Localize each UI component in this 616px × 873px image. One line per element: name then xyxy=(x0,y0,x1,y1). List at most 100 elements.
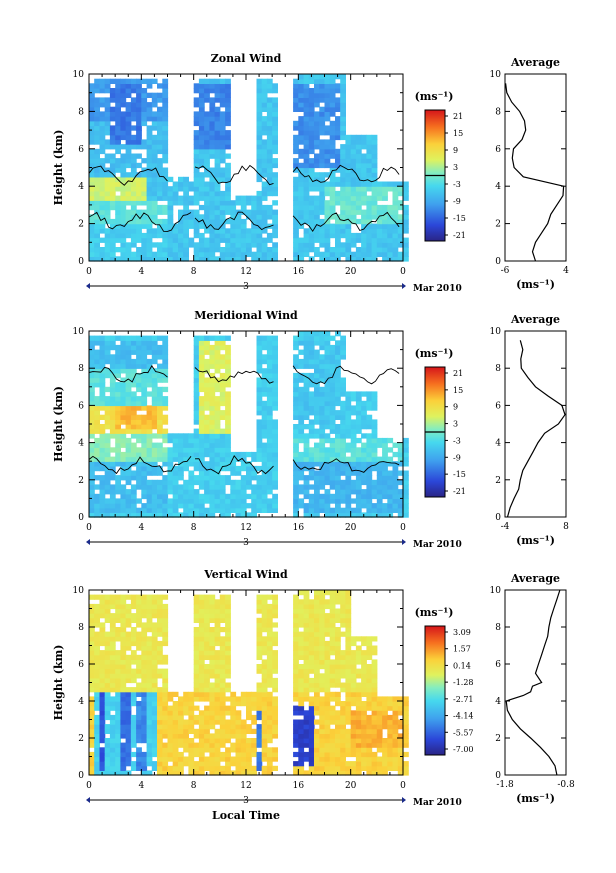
heatmap-cell xyxy=(130,599,137,605)
heatmap-cell xyxy=(225,372,231,379)
heatmap-cell xyxy=(188,237,195,243)
heatmap-cell xyxy=(214,88,221,94)
heatmap-cell xyxy=(340,470,346,476)
heatmap-cell xyxy=(225,83,231,89)
heatmap-cell xyxy=(198,162,205,169)
heatmap-cell xyxy=(272,428,278,434)
heatmap-cell xyxy=(345,673,352,679)
heatmap-cell xyxy=(308,493,315,500)
heatmap-cell xyxy=(94,738,100,744)
heatmap-cell xyxy=(303,738,310,744)
heatmap-cell xyxy=(193,83,200,89)
heatmap-cell xyxy=(178,433,184,439)
heatmap-cell xyxy=(235,498,242,504)
heatmap-cell xyxy=(303,608,310,614)
heatmap-cell xyxy=(115,232,121,239)
heatmap-cell xyxy=(266,710,273,716)
heatmap-cell xyxy=(382,214,388,220)
heatmap-cell xyxy=(125,479,132,486)
heatmap-cell xyxy=(392,470,399,476)
heatmap-cell xyxy=(146,116,153,122)
heatmap-cell xyxy=(178,176,184,183)
heatmap-cell xyxy=(214,335,221,341)
heatmap-cell xyxy=(115,756,121,762)
heatmap-cell xyxy=(314,682,320,688)
heatmap-cell xyxy=(172,756,179,762)
heatmap-cell xyxy=(293,139,299,145)
heatmap-cell xyxy=(324,414,331,420)
heatmap-cell xyxy=(350,181,357,187)
heatmap-cell xyxy=(251,503,257,509)
heatmap-cell xyxy=(298,83,305,89)
heatmap-cell xyxy=(115,354,121,360)
heatmap-cell xyxy=(157,242,163,248)
heatmap-cell xyxy=(204,400,210,407)
heatmap-cell xyxy=(94,733,100,739)
heatmap-cell xyxy=(198,382,205,388)
heatmap-cell xyxy=(178,714,184,721)
heatmap-cell xyxy=(303,120,310,127)
heatmap-cell xyxy=(130,363,137,369)
heatmap-cell xyxy=(104,461,111,467)
heatmap-cell xyxy=(345,232,352,239)
heatmap-cell xyxy=(151,489,158,495)
heatmap-cell xyxy=(89,125,95,131)
heatmap-cell xyxy=(172,691,179,697)
heatmap-cell xyxy=(214,747,221,753)
heatmap-cell xyxy=(89,181,95,187)
heatmap-cell xyxy=(235,710,242,716)
heatmap-cell xyxy=(308,696,315,702)
heatmap-cell xyxy=(136,701,142,707)
heatmap-cell xyxy=(214,507,221,513)
heatmap-cell xyxy=(308,400,315,407)
heatmap-cell xyxy=(99,414,106,420)
heatmap-cell xyxy=(303,475,310,481)
heatmap-cell xyxy=(266,335,273,341)
heatmap-cell xyxy=(403,442,409,448)
heatmap-cell xyxy=(329,88,336,94)
heatmap-cell xyxy=(125,139,132,145)
heatmap-cell xyxy=(115,733,121,739)
profile-x-tick-label: -6 xyxy=(501,266,510,276)
heatmap-cell xyxy=(104,349,111,355)
heatmap-cell xyxy=(115,419,121,425)
heatmap-cell xyxy=(120,682,127,688)
heatmap-cell xyxy=(308,668,315,674)
heatmap-cell xyxy=(324,696,331,702)
heatmap-cell xyxy=(293,78,299,84)
heatmap-cell xyxy=(198,756,205,762)
heatmap-cell xyxy=(125,396,132,402)
heatmap-cell xyxy=(204,139,210,145)
heatmap-cell xyxy=(366,209,373,215)
heatmap-cell xyxy=(130,218,137,225)
heatmap-cell xyxy=(361,410,367,416)
heatmap-cell xyxy=(130,691,137,697)
heatmap-cell xyxy=(293,204,299,211)
heatmap-cell xyxy=(355,172,362,178)
heatmap-cell xyxy=(209,470,216,476)
heatmap-cell xyxy=(109,204,116,211)
heatmap-cell xyxy=(151,456,158,462)
heatmap-cell xyxy=(340,106,346,112)
heatmap-cell xyxy=(251,451,257,458)
heatmap-cell xyxy=(115,668,121,674)
heatmap-cell xyxy=(329,682,336,688)
heatmap-cell xyxy=(214,714,221,721)
heatmap-cell xyxy=(209,696,216,702)
heatmap-cell xyxy=(345,719,352,725)
heatmap-cell xyxy=(198,153,205,159)
heatmap-cell xyxy=(303,590,310,596)
heatmap-cell xyxy=(89,479,95,486)
heatmap-cell xyxy=(298,710,305,716)
heatmap-cell xyxy=(115,228,121,234)
heatmap-cell xyxy=(141,97,148,103)
heatmap-cell xyxy=(350,691,357,697)
heatmap-cell xyxy=(361,400,367,407)
heatmap-cell xyxy=(99,475,106,481)
heatmap-cell xyxy=(141,503,148,509)
heatmap-cell xyxy=(109,88,116,94)
heatmap-cell xyxy=(219,659,226,665)
heatmap-cell xyxy=(298,377,305,383)
heatmap-cell xyxy=(157,447,163,453)
heatmap-cell xyxy=(209,503,216,509)
